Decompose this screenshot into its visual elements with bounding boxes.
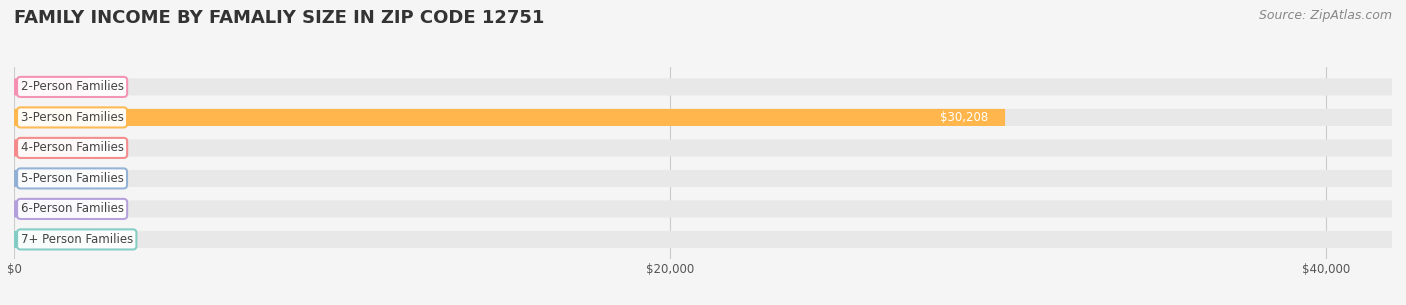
Text: $30,208: $30,208 <box>941 111 988 124</box>
FancyBboxPatch shape <box>14 109 1005 126</box>
Text: 6-Person Families: 6-Person Families <box>21 203 124 215</box>
FancyBboxPatch shape <box>14 170 1392 187</box>
FancyBboxPatch shape <box>14 109 1392 126</box>
FancyBboxPatch shape <box>14 170 90 187</box>
Text: 2-Person Families: 2-Person Families <box>21 81 124 93</box>
Text: 3-Person Families: 3-Person Families <box>21 111 124 124</box>
FancyBboxPatch shape <box>14 78 1392 95</box>
Text: $0: $0 <box>103 142 118 154</box>
Text: 5-Person Families: 5-Person Families <box>21 172 124 185</box>
FancyBboxPatch shape <box>14 231 1392 248</box>
FancyBboxPatch shape <box>14 200 1392 217</box>
Text: $0: $0 <box>103 203 118 215</box>
FancyBboxPatch shape <box>14 78 90 95</box>
Text: $0: $0 <box>103 172 118 185</box>
Text: $0: $0 <box>103 81 118 93</box>
Text: 7+ Person Families: 7+ Person Families <box>21 233 134 246</box>
Text: $0: $0 <box>103 233 118 246</box>
Text: 4-Person Families: 4-Person Families <box>21 142 124 154</box>
Text: Source: ZipAtlas.com: Source: ZipAtlas.com <box>1258 9 1392 22</box>
FancyBboxPatch shape <box>14 200 90 217</box>
FancyBboxPatch shape <box>14 139 90 156</box>
FancyBboxPatch shape <box>14 139 1392 156</box>
Text: FAMILY INCOME BY FAMALIY SIZE IN ZIP CODE 12751: FAMILY INCOME BY FAMALIY SIZE IN ZIP COD… <box>14 9 544 27</box>
FancyBboxPatch shape <box>14 231 90 248</box>
